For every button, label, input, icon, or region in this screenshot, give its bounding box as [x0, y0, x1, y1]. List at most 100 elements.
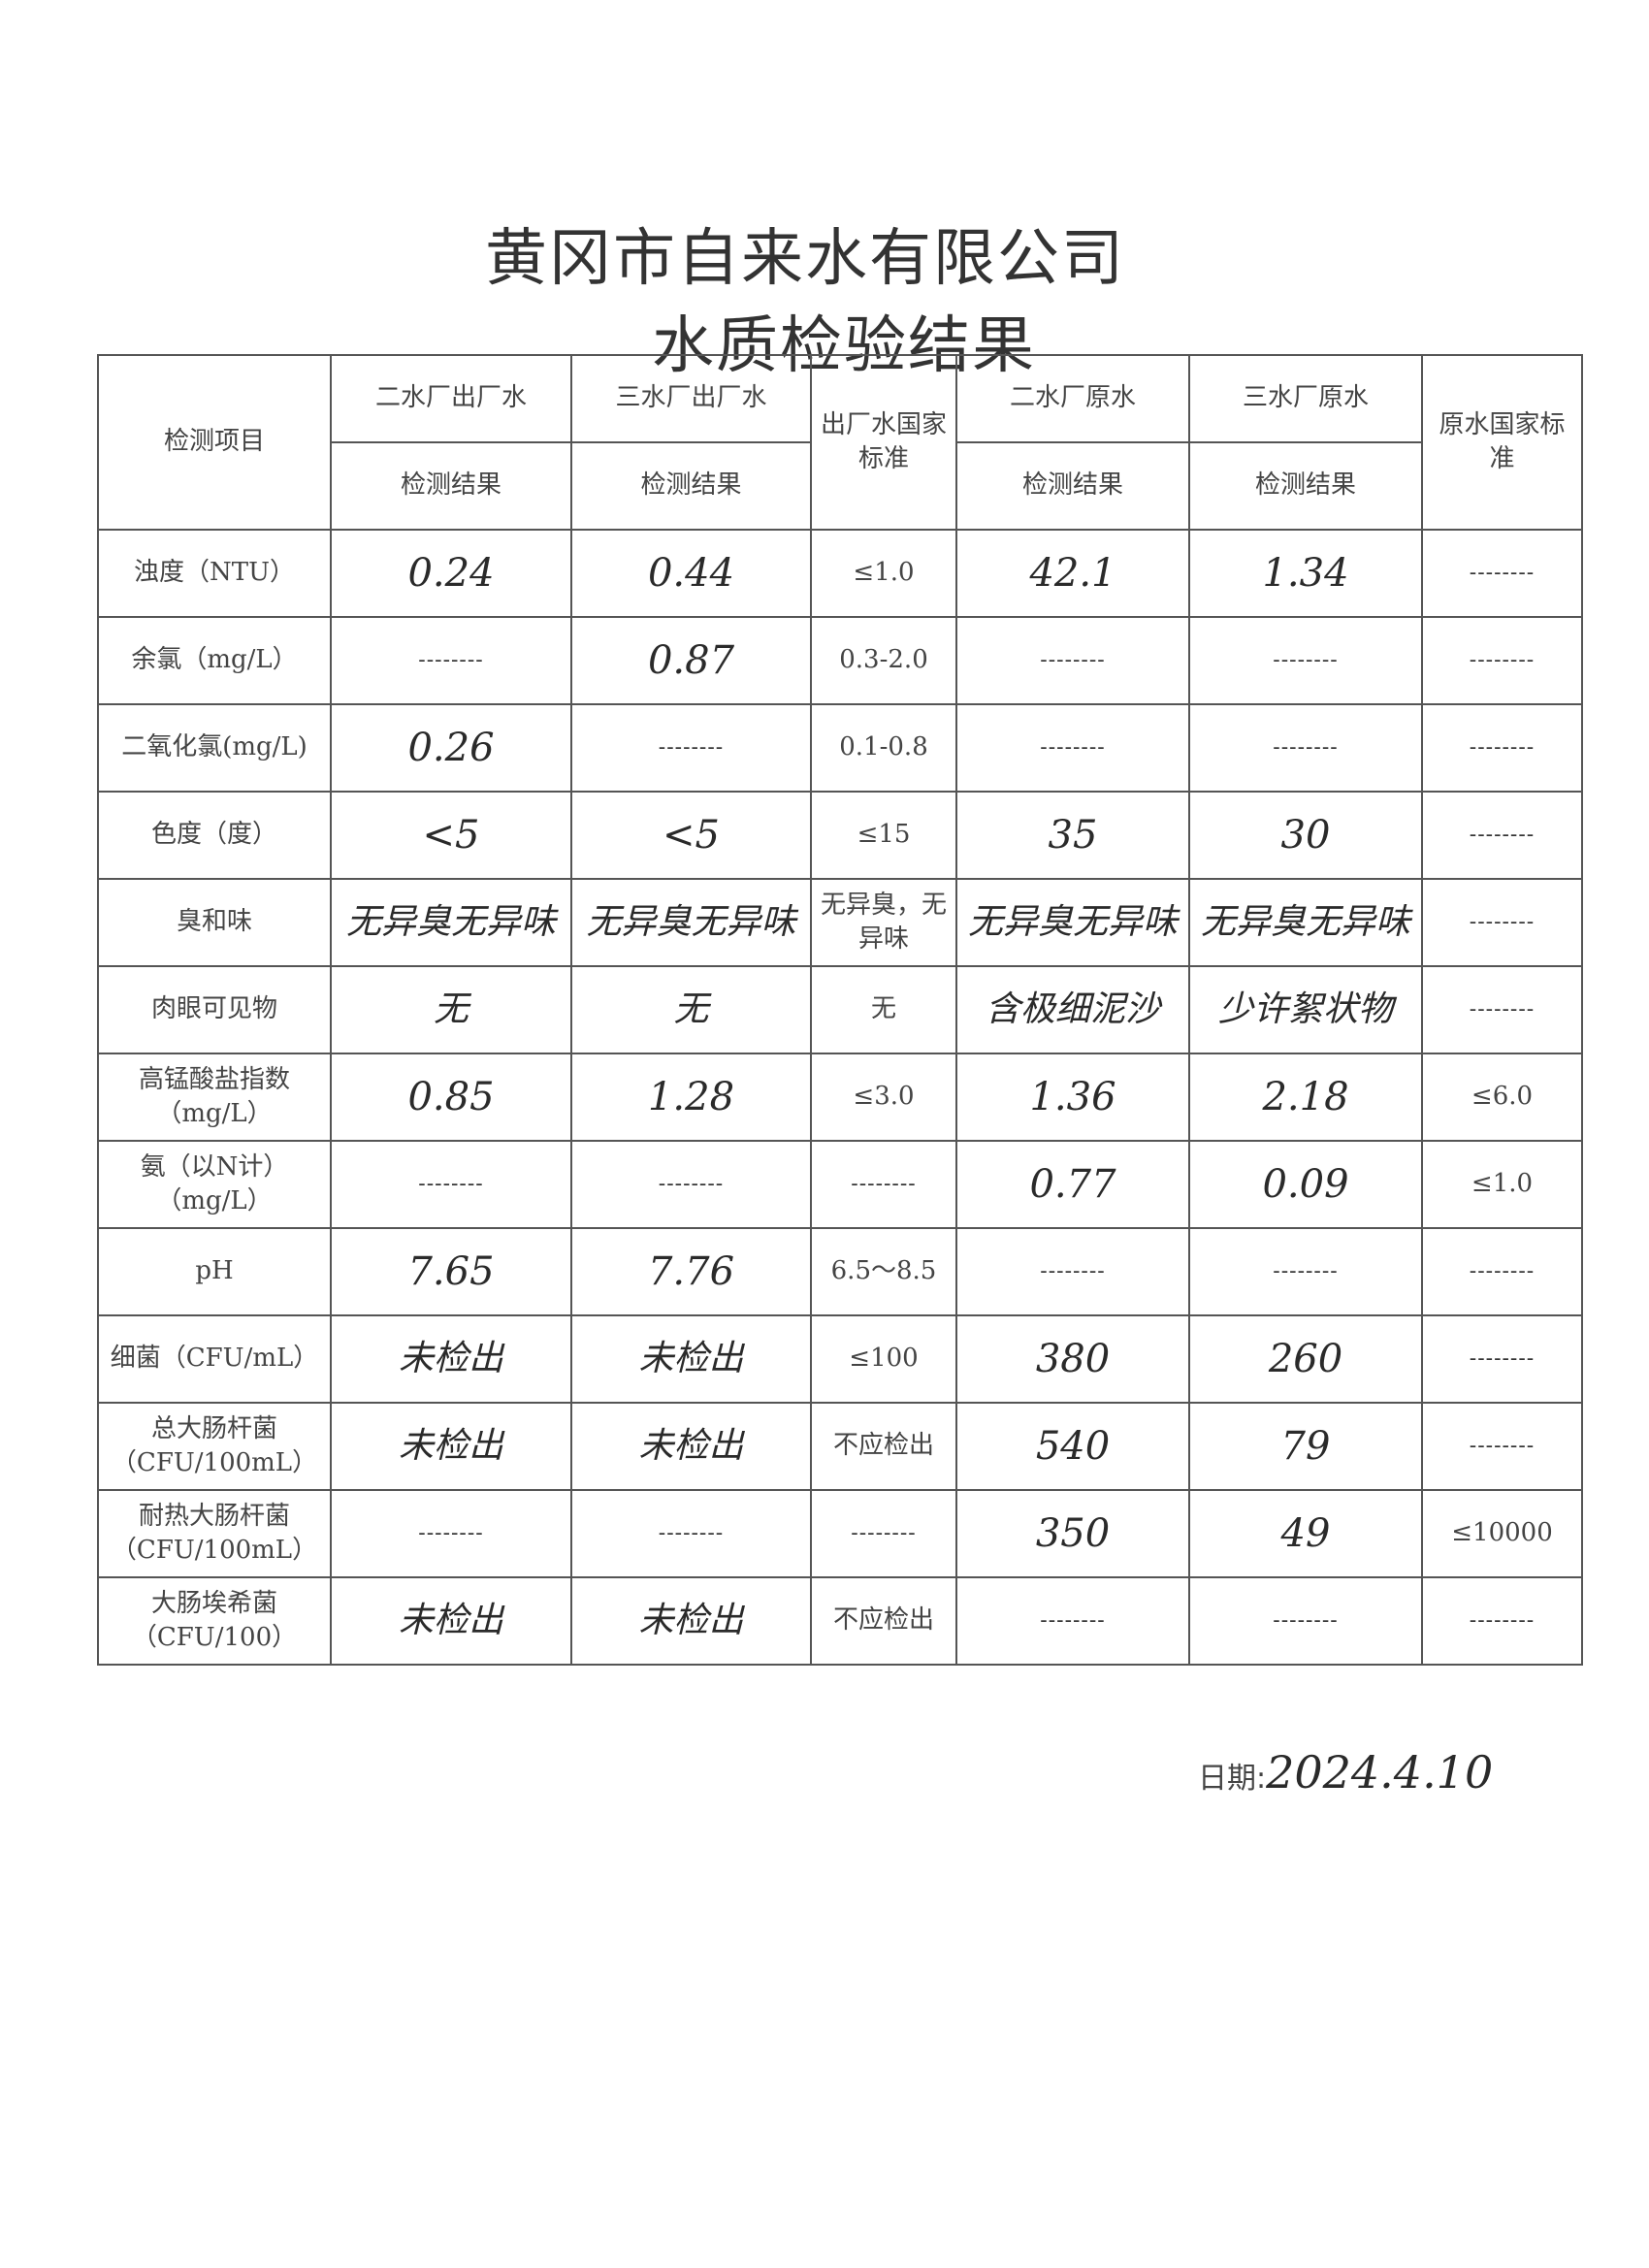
- value-cell-c3: ≤100: [810, 1314, 957, 1404]
- value-cell-c5: 0.09: [1188, 1140, 1423, 1229]
- value-cell-c2: --------: [570, 703, 812, 793]
- value-cell-c1: 未检出: [330, 1314, 572, 1404]
- value-cell-c5: --------: [1188, 1227, 1423, 1316]
- value-cell-c2: <5: [570, 791, 812, 880]
- results-table: 检测项目 二水厂出厂水 三水厂出厂水 出厂水国家标准 二水厂原水 三水厂原水 原…: [97, 354, 1583, 1666]
- value-cell-c4: --------: [955, 703, 1190, 793]
- value-cell-c6: --------: [1421, 616, 1583, 705]
- value-cell-c2: --------: [570, 1140, 812, 1229]
- value-cell-c3: 不应检出: [810, 1576, 957, 1666]
- header-col1: 二水厂出厂水: [330, 354, 572, 443]
- item-cell: 浊度（NTU）: [97, 529, 332, 618]
- value-cell-c3: 0.1-0.8: [810, 703, 957, 793]
- value-cell-c1: 0.26: [330, 703, 572, 793]
- item-cell: 大肠埃希菌（CFU/100）: [97, 1576, 332, 1666]
- header-col2: 三水厂出厂水: [570, 354, 812, 443]
- value-cell-c2: 未检出: [570, 1402, 812, 1491]
- value-cell-c6: --------: [1421, 1227, 1583, 1316]
- value-cell-c4: 1.36: [955, 1053, 1190, 1142]
- value-cell-c1: --------: [330, 1140, 572, 1229]
- value-cell-c6: --------: [1421, 1314, 1583, 1404]
- value-cell-c5: 2.18: [1188, 1053, 1423, 1142]
- item-cell: 氨（以N计）（mg/L）: [97, 1140, 332, 1229]
- value-cell-c2: 未检出: [570, 1576, 812, 1666]
- value-cell-c3: 无异臭，无异味: [810, 878, 957, 967]
- value-cell-c3: 不应检出: [810, 1402, 957, 1491]
- value-cell-c2: --------: [570, 1489, 812, 1578]
- value-cell-c1: --------: [330, 616, 572, 705]
- value-cell-c4: --------: [955, 1576, 1190, 1666]
- value-cell-c1: 未检出: [330, 1402, 572, 1491]
- value-cell-c2: 1.28: [570, 1053, 812, 1142]
- header-result: 检测结果: [1188, 441, 1423, 531]
- item-cell: 臭和味: [97, 878, 332, 967]
- value-cell-c1: 7.65: [330, 1227, 572, 1316]
- table-row: 色度（度） <5 <5 ≤15 35 30 --------: [97, 791, 1583, 880]
- value-cell-c3: --------: [810, 1489, 957, 1578]
- value-cell-c6: ≤10000: [1421, 1489, 1583, 1578]
- table-row: 大肠埃希菌（CFU/100） 未检出 未检出 不应检出 -------- --------…: [97, 1576, 1583, 1666]
- value-cell-c4: 35: [955, 791, 1190, 880]
- value-cell-c5: --------: [1188, 703, 1423, 793]
- value-cell-c5: --------: [1188, 1576, 1423, 1666]
- table-row: pH 7.65 7.76 6.5～8.5 -------- -------- -------…: [97, 1227, 1583, 1316]
- table-row: 总大肠杆菌（CFU/100mL） 未检出 未检出 不应检出 540 79 --------: [97, 1402, 1583, 1491]
- value-cell-c5: 49: [1188, 1489, 1423, 1578]
- header-col6: 原水国家标准: [1421, 354, 1583, 531]
- item-cell: 总大肠杆菌（CFU/100mL）: [97, 1402, 332, 1491]
- value-cell-c6: ≤1.0: [1421, 1140, 1583, 1229]
- value-cell-c4: 540: [955, 1402, 1190, 1491]
- value-cell-c1: 0.24: [330, 529, 572, 618]
- value-cell-c3: ≤3.0: [810, 1053, 957, 1142]
- value-cell-c5: 30: [1188, 791, 1423, 880]
- header-result: 检测结果: [330, 441, 572, 531]
- table-row: 臭和味 无异臭无异味 无异臭无异味 无异臭，无异味 无异臭无异味 无异臭无异味 ------…: [97, 878, 1583, 967]
- value-cell-c1: 0.85: [330, 1053, 572, 1142]
- value-cell-c1: 无异臭无异味: [330, 878, 572, 967]
- value-cell-c3: --------: [810, 1140, 957, 1229]
- document-title: 黄冈市自来水有限公司: [485, 223, 1125, 295]
- value-cell-c6: --------: [1421, 791, 1583, 880]
- header-result: 检测结果: [955, 441, 1190, 531]
- value-cell-c3: 0.3-2.0: [810, 616, 957, 705]
- item-cell: 色度（度）: [97, 791, 332, 880]
- date: 日期:2024.4.10: [1198, 1746, 1493, 1798]
- table-row: 余氯（mg/L） -------- 0.87 0.3-2.0 -------- -----…: [97, 616, 1583, 705]
- item-cell: 细菌（CFU/mL）: [97, 1314, 332, 1404]
- table-row: 耐热大肠杆菌（CFU/100mL） -------- -------- -------…: [97, 1489, 1583, 1578]
- value-cell-c1: --------: [330, 1489, 572, 1578]
- value-cell-c6: --------: [1421, 1576, 1583, 1666]
- value-cell-c4: 0.77: [955, 1140, 1190, 1229]
- table-row: 二氧化氯(mg/L) 0.26 -------- 0.1-0.8 -------- ---…: [97, 703, 1583, 793]
- item-cell: pH: [97, 1227, 332, 1316]
- item-cell: 肉眼可见物: [97, 965, 332, 1054]
- value-cell-c3: ≤15: [810, 791, 957, 880]
- value-cell-c4: 42.1: [955, 529, 1190, 618]
- value-cell-c5: 1.34: [1188, 529, 1423, 618]
- header-col5: 三水厂原水: [1188, 354, 1423, 443]
- value-cell-c4: --------: [955, 1227, 1190, 1316]
- date-value: 2024.4.10: [1266, 1746, 1494, 1798]
- value-cell-c5: 无异臭无异味: [1188, 878, 1423, 967]
- value-cell-c3: 6.5～8.5: [810, 1227, 957, 1316]
- item-cell: 二氧化氯(mg/L): [97, 703, 332, 793]
- value-cell-c4: --------: [955, 616, 1190, 705]
- value-cell-c4: 380: [955, 1314, 1190, 1404]
- value-cell-c4: 含极细泥沙: [955, 965, 1190, 1054]
- header-col3: 出厂水国家标准: [810, 354, 957, 531]
- value-cell-c5: 少许絮状物: [1188, 965, 1423, 1054]
- value-cell-c6: --------: [1421, 965, 1583, 1054]
- table-row: 肉眼可见物无无无含极细泥沙 少许絮状物 --------: [97, 965, 1583, 1054]
- value-cell-c6: --------: [1421, 878, 1583, 967]
- value-cell-c1: 未检出: [330, 1576, 572, 1666]
- header-result: 检测结果: [570, 441, 812, 531]
- value-cell-c5: 79: [1188, 1402, 1423, 1491]
- value-cell-c2: 0.44: [570, 529, 812, 618]
- value-cell-c6: --------: [1421, 703, 1583, 793]
- value-cell-c2: 未检出: [570, 1314, 812, 1404]
- value-cell-c6: ≤6.0: [1421, 1053, 1583, 1142]
- value-cell-c3: 无: [810, 965, 957, 1054]
- value-cell-c2: 7.76: [570, 1227, 812, 1316]
- value-cell-c6: --------: [1421, 1402, 1583, 1491]
- table-row: 氨（以N计）（mg/L） -------- -------- -------- 0.77…: [97, 1140, 1583, 1229]
